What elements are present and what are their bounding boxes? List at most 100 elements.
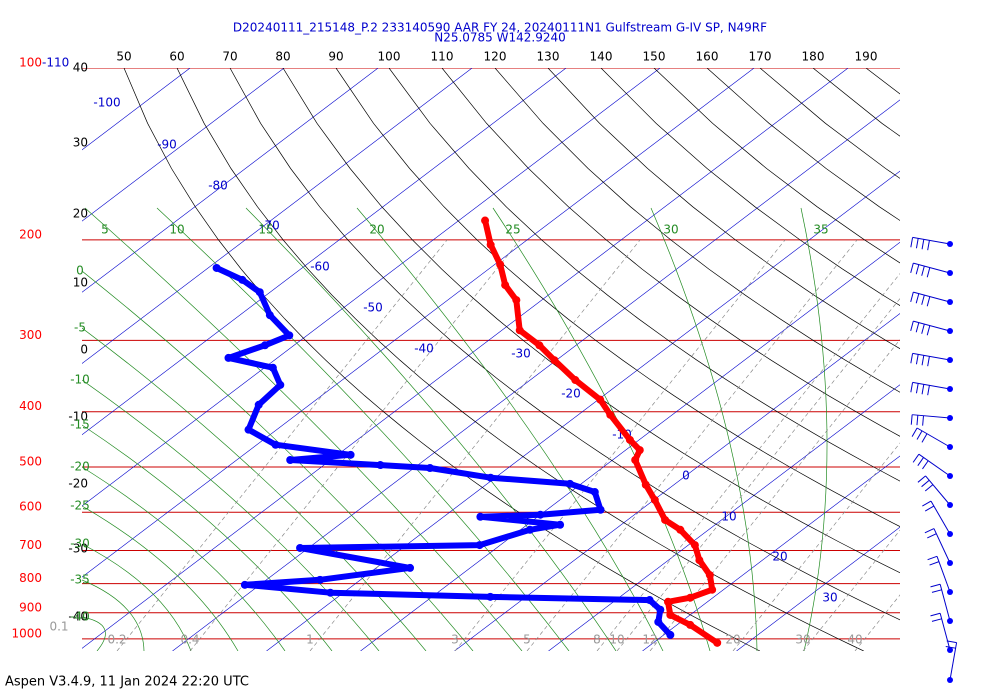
profile-point [265,311,274,320]
wind-barbs [910,236,958,683]
footer: Aspen V3.4.9, 11 Jan 2024 22:20 UTC [5,675,249,690]
moist-adiabat [356,207,664,651]
barb-flag [921,239,925,250]
profile-point [515,326,524,335]
profile-point [686,593,695,602]
labels: 1002003004005006007008009001000-110-100-… [11,50,877,647]
moist-adiabat [82,466,286,651]
moist-adiabat-label: 10 [169,223,184,237]
barb-flag [929,561,940,566]
profile-point [406,563,415,572]
barb-flag [915,238,919,249]
top-scale-label: 70 [222,50,237,64]
moist-adiabat [82,543,192,651]
pressure-label: 100 [19,56,42,70]
mixing-ratio-label: 0.1 [49,620,68,634]
barb-flag [924,484,934,492]
dry-adiabat [441,68,900,437]
barb-staff [939,584,951,622]
barb-station [947,328,953,334]
top-scale-label: 180 [802,50,825,64]
barb-flag [917,475,926,483]
moist-adiabat [82,505,239,651]
barb-station [947,415,953,421]
profile-point [666,630,675,639]
moist-adiabat-label: -15 [70,418,90,432]
barb-flag [911,427,918,437]
profile-point [565,479,574,488]
profile-point [376,461,385,470]
isotherm [82,68,755,578]
moist-adiabat-label: 20 [369,223,384,237]
dry-adiabat [176,68,864,651]
profile-point [654,617,663,626]
dry-adiabat [759,68,900,179]
pressure-label: 600 [19,500,42,514]
isotherm [82,68,567,436]
isotherm-label: -60 [310,260,330,274]
isotherm [642,455,900,651]
left-scale-label: 40 [73,61,88,75]
top-scale-label: 120 [484,50,507,64]
dry-adiabat [123,68,761,651]
profile-point [686,620,695,629]
profile-point [676,525,685,534]
moist-adiabat-label: 35 [813,223,828,237]
mixing-ratio-line [616,297,900,651]
mixing-ratio-label: 12 [642,633,657,647]
profile-line [482,219,719,646]
moist-adiabat-label: 30 [663,223,678,237]
barb-flag [915,354,919,365]
isotherm [82,68,661,507]
barb-flag [922,460,929,470]
profile-point [268,363,277,372]
top-scale-label: 190 [855,50,878,64]
barb-flag [915,264,920,275]
dry-adiabat [547,68,900,350]
barb-flag [910,321,914,331]
barb-staff [936,556,951,593]
moist-adiabat [84,207,523,651]
profile-point [590,488,599,497]
top-scale-label: 150 [643,50,666,64]
profile-point [486,473,495,482]
barb-flag [916,430,923,440]
barb-flag [926,325,931,336]
barb-flag [915,383,919,394]
barb-flag [910,382,914,393]
barb-staff [913,320,951,332]
isotherm-label: -110 [42,56,69,70]
top-scale-label: 140 [590,50,613,64]
mixing-ratio-line [116,239,448,651]
moist-adiabat [82,327,427,651]
moist-adiabat [82,424,333,651]
barb-flag [922,500,932,507]
mixing-ratio-line [802,529,900,651]
profile-point [556,520,565,529]
barb-flag [945,645,956,649]
barb-flag [931,589,942,593]
profile-point [212,263,221,272]
profile-point [650,495,659,504]
profile-point [254,400,263,409]
isotherm-label: -20 [561,387,581,401]
barb-flag [924,505,935,512]
profile-point [550,356,559,365]
mixing-ratio-label: 20 [725,633,740,647]
barb-flag [927,533,937,539]
barb-station [947,502,953,508]
barb-station [947,589,953,595]
profile-point [536,510,545,519]
isotherm [266,170,900,651]
barb-flag [921,294,925,305]
profile-point [596,395,605,404]
profile-point [224,353,233,362]
moist-adiabat-label: 5 [101,223,109,237]
mixing-ratio-label: 1 [306,633,314,647]
barb-flag [926,296,931,307]
pressure-label: 200 [19,227,42,241]
mixing-ratio-line [526,239,858,651]
barb-station [947,560,953,566]
profile-point [661,515,670,524]
